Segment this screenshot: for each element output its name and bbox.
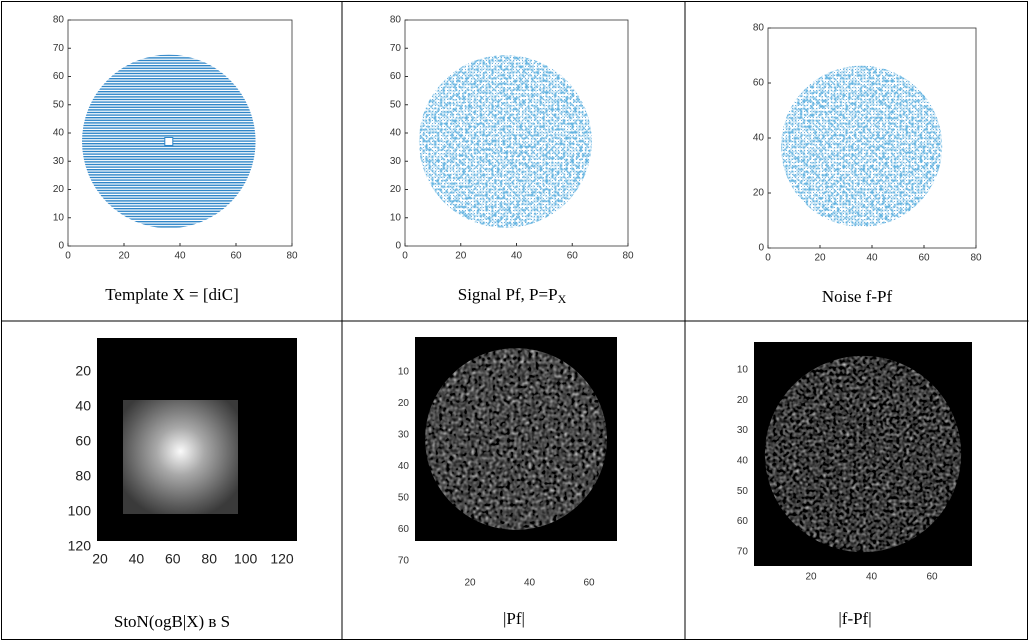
y-tick-label: 10 (390, 212, 402, 223)
y-tick-label: 120 (68, 538, 92, 554)
y-tick-label: 80 (53, 15, 65, 26)
caption-subscript: X (558, 292, 567, 306)
y-tick-label: 20 (737, 395, 749, 406)
y-tick-label: 10 (53, 212, 65, 223)
y-tick-label: 80 (75, 468, 91, 484)
caption-text: |Pf| (503, 609, 525, 628)
y-tick-label: 30 (398, 430, 410, 441)
x-tick-label: 20 (118, 251, 130, 262)
template-hole (164, 136, 174, 146)
x-tick-label: 40 (174, 251, 186, 262)
y-tick-label: 80 (753, 23, 765, 34)
y-tick-label: 20 (390, 184, 402, 195)
x-tick-label: 0 (65, 251, 71, 262)
y-tick-label: 20 (398, 398, 410, 409)
panel: 0 20 40 60 80 0 10 20 30 40 50 60 70 80 Template X = [… (53, 15, 298, 304)
x-tick-label: 20 (805, 572, 817, 583)
image-content (425, 348, 607, 530)
panel: 20 40 60 10 20 30 40 50 60 70 |f-Pf| (737, 342, 972, 628)
caption-text: |f-Pf| (838, 609, 871, 628)
y-tick-label: 50 (53, 99, 65, 110)
y-tick-label: 0 (758, 243, 764, 254)
x-tick-label: 0 (765, 253, 771, 264)
x-tick-label: 20 (814, 253, 826, 264)
y-tick-label: 70 (390, 43, 402, 54)
x-tick-label: 60 (567, 251, 579, 262)
y-tick-label: 60 (53, 71, 65, 82)
caption: Signal Pf, P=PX (458, 285, 567, 306)
x-tick-label: 40 (129, 551, 145, 567)
x-tick-label: 60 (583, 578, 595, 589)
y-tick-label: 40 (398, 461, 410, 472)
y-tick-label: 40 (390, 128, 402, 139)
y-tick-label: 60 (390, 71, 402, 82)
x-tick-label: 80 (622, 251, 634, 262)
y-tick-label: 20 (75, 363, 91, 379)
x-tick-label: 60 (165, 551, 181, 567)
y-tick-label: 50 (398, 493, 410, 504)
y-tick-label: 40 (75, 398, 91, 414)
caption-text: Noise f-Pf (822, 287, 893, 306)
y-tick-label: 20 (53, 184, 65, 195)
x-tick-label: 20 (464, 578, 476, 589)
x-tick-label: 60 (918, 253, 930, 264)
y-tick-label: 70 (737, 546, 749, 557)
scatter-noise (781, 65, 943, 227)
y-tick-label: 30 (390, 156, 402, 167)
x-tick-label: 60 (926, 572, 938, 583)
caption-text: Template X = [diC] (105, 285, 239, 304)
x-tick-label: 120 (270, 551, 294, 567)
caption: |Pf| (503, 609, 525, 628)
x-tick-label: 80 (201, 551, 217, 567)
x-tick-label: 40 (866, 572, 878, 583)
y-tick-label: 60 (737, 516, 749, 527)
y-tick-label: 40 (753, 133, 765, 144)
x-tick-label: 40 (524, 578, 536, 589)
panel: 20 40 60 10 20 30 40 50 60 70 |Pf| (398, 337, 617, 628)
y-tick-label: 80 (390, 15, 402, 26)
caption: |f-Pf| (838, 609, 871, 628)
y-tick-label: 50 (737, 486, 749, 497)
y-tick-label: 0 (395, 241, 401, 252)
x-tick-label: 20 (92, 551, 108, 567)
y-tick-label: 30 (737, 425, 749, 436)
panel: 0 20 40 60 80 0 20 40 60 80 Noise f-Pf (753, 23, 982, 306)
y-tick-label: 60 (75, 433, 91, 449)
y-tick-label: 10 (398, 367, 410, 378)
panel: 0 20 40 60 80 0 10 20 30 40 50 60 70 80 Signal Pf, P=P… (390, 15, 634, 306)
y-tick-label: 70 (398, 556, 410, 567)
y-tick-label: 60 (753, 78, 765, 89)
x-tick-label: 0 (402, 251, 408, 262)
y-tick-label: 20 (753, 188, 765, 199)
x-tick-label: 60 (230, 251, 242, 262)
y-tick-label: 30 (53, 156, 65, 167)
caption-text: Signal Pf, P=P (458, 285, 558, 304)
caption-text: StoN(ogB|X) в S (114, 612, 230, 631)
x-tick-label: 80 (970, 253, 982, 264)
y-tick-label: 60 (398, 524, 410, 535)
scatter-noise (418, 55, 592, 228)
caption: Template X = [diC] (105, 285, 239, 304)
y-tick-label: 10 (737, 365, 749, 376)
y-tick-label: 70 (53, 43, 65, 54)
x-tick-label: 80 (286, 251, 298, 262)
x-tick-label: 40 (511, 251, 523, 262)
y-tick-label: 40 (53, 128, 65, 139)
x-tick-label: 100 (234, 551, 258, 567)
x-tick-label: 20 (455, 251, 467, 262)
y-tick-label: 40 (737, 456, 749, 467)
caption: Noise f-Pf (822, 287, 893, 306)
caption: StoN(ogB|X) в S (114, 612, 230, 631)
image-content (123, 400, 238, 514)
y-tick-label: 100 (68, 503, 92, 519)
image-content (764, 355, 962, 553)
y-tick-label: 50 (390, 99, 402, 110)
panel: 20 40 60 80 100 12020406080100120StoN(ogB|X) … (68, 338, 297, 631)
y-tick-label: 0 (58, 241, 64, 252)
x-tick-label: 40 (866, 253, 878, 264)
